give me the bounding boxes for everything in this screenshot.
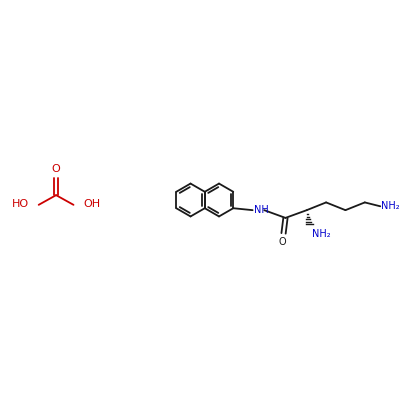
Text: NH₂: NH₂ (312, 230, 330, 240)
Text: HO: HO (12, 199, 29, 209)
Text: O: O (52, 164, 60, 174)
Text: NH: NH (254, 205, 268, 215)
Text: OH: OH (83, 199, 100, 209)
Text: O: O (279, 237, 286, 247)
Text: NH₂: NH₂ (381, 201, 400, 211)
